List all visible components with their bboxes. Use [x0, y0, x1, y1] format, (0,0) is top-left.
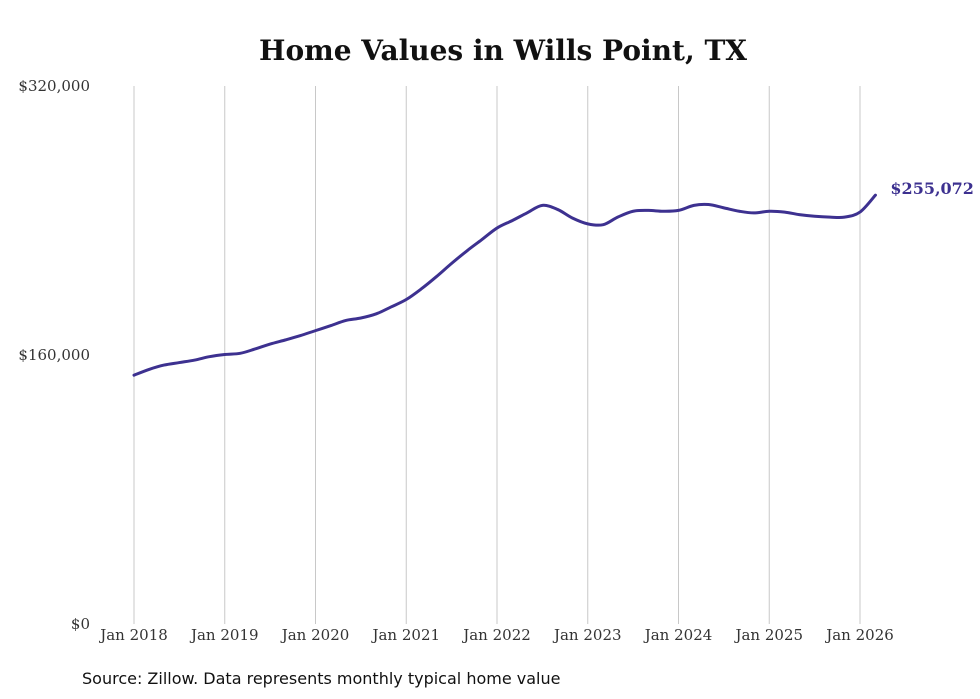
x-tick-label: Jan 2019 [189, 626, 259, 644]
x-tick-label: Jan 2025 [733, 626, 803, 644]
y-axis-ticks: $0 $160,000 $320,000 [18, 77, 90, 633]
series-line [132, 193, 877, 377]
y-tick-label: $160,000 [18, 346, 90, 364]
x-axis-ticks: Jan 2018 Jan 2019 Jan 2020 Jan 2021 Jan 2022… [98, 626, 894, 644]
source-note: Source: Zillow. Data represents monthly … [82, 669, 560, 688]
x-tick-label: Jan 2020 [280, 626, 350, 644]
x-tick-label: Jan 2024 [643, 626, 713, 644]
end-value-label: $255,072 [890, 179, 974, 198]
annotations: $255,072 [890, 179, 974, 198]
series-layer [132, 193, 877, 377]
x-tick-label: Jan 2018 [98, 626, 168, 644]
x-tick-label: Jan 2023 [552, 626, 622, 644]
x-tick-label: Jan 2026 [824, 626, 894, 644]
y-tick-label: $320,000 [18, 77, 90, 95]
x-tick-label: Jan 2021 [370, 626, 440, 644]
gridlines [133, 86, 861, 624]
y-tick-label: $0 [71, 615, 90, 633]
chart-title: Home Values in Wills Point, TX [259, 34, 747, 67]
x-tick-label: Jan 2022 [461, 626, 531, 644]
